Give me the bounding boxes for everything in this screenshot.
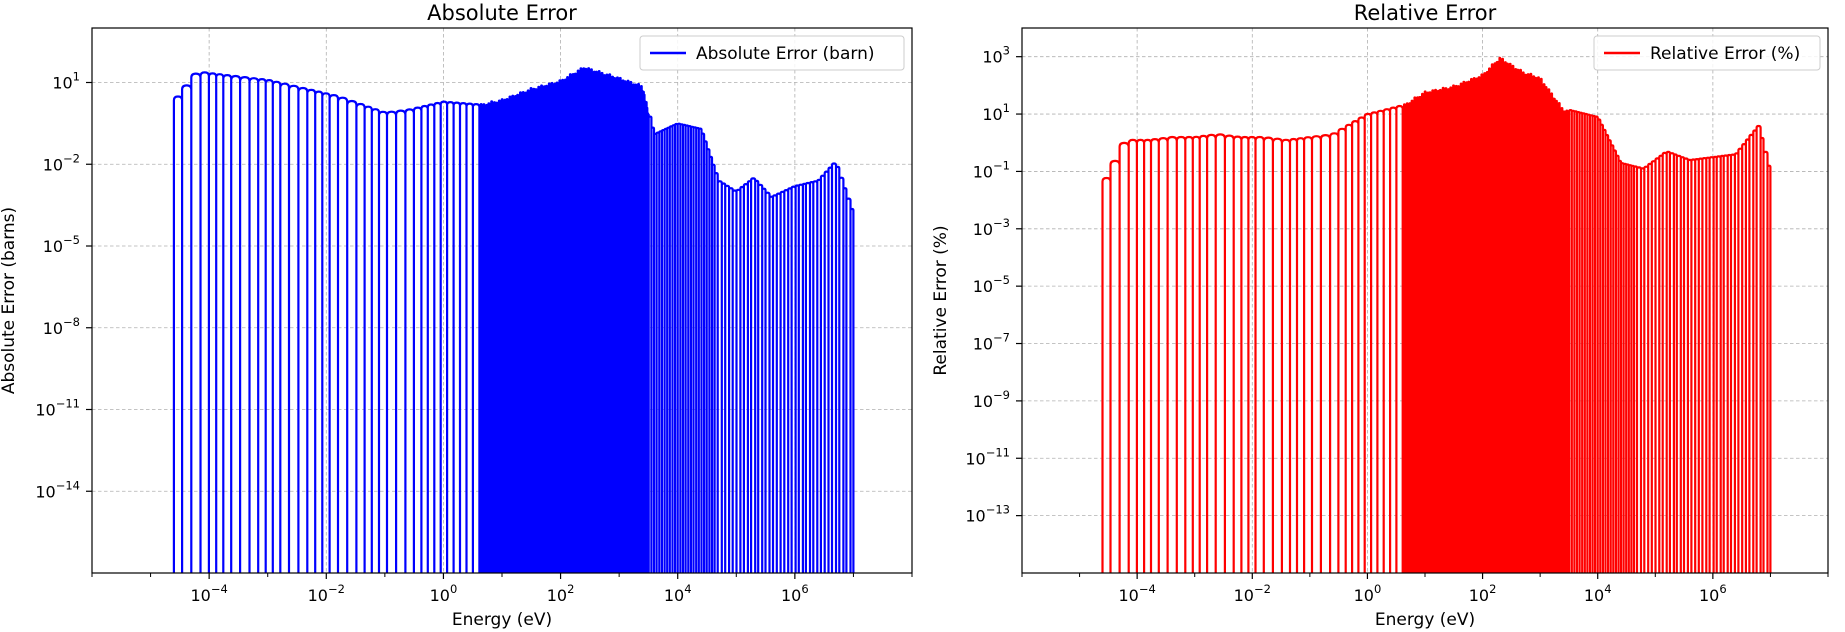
rel-ytick-label-3: 10−3: [973, 216, 1010, 239]
abs-xtick-label-5: 106: [781, 582, 809, 605]
abs-ytick-label-2: 10−5: [43, 233, 80, 256]
rel-legend: Relative Error (%): [1593, 35, 1821, 71]
rel-chart-title: Relative Error: [1354, 1, 1497, 25]
rel-ytick-label-5: 10−7: [973, 331, 1010, 354]
abs-ytick-label-5: 10−14: [35, 478, 80, 501]
abs-ytick-label-3: 10−8: [43, 315, 80, 338]
abs-xtick-label-3: 102: [547, 582, 575, 605]
abs-series-line: [172, 67, 855, 573]
relative-error-panel: 10−4 10−2 100 102 104 106 103 101 10−1 10−3 10−5 10…: [931, 1, 1829, 630]
abs-legend: Absolute Error (barn): [639, 35, 905, 71]
abs-series-0: [172, 67, 855, 573]
absolute-error-panel: 10−4 10−2 100 102 104 106 101 10−2 10−5 10−8 10−11…: [0, 1, 913, 630]
rel-ytick-label-1: 101: [982, 101, 1010, 124]
rel-ytick-label-8: 10−13: [965, 503, 1010, 526]
rel-xtick-label-5: 106: [1699, 582, 1727, 605]
abs-legend-label: Absolute Error (barn): [696, 44, 874, 64]
rel-ytick-label-4: 10−5: [973, 273, 1010, 296]
rel-series-0: [1101, 56, 1772, 573]
abs-legend-box: [639, 35, 905, 71]
rel-xtick-label-2: 100: [1354, 582, 1382, 605]
rel-xtick-label-3: 102: [1469, 582, 1497, 605]
abs-x-axis-label: Energy (eV): [452, 610, 552, 630]
abs-xtick-label-0: 10−4: [190, 582, 227, 605]
abs-ytick-label-0: 101: [52, 70, 80, 93]
rel-legend-label: Relative Error (%): [1650, 44, 1800, 64]
rel-xtick-label-1: 10−2: [1234, 582, 1271, 605]
rel-ytick-label-2: 10−1: [973, 158, 1010, 181]
abs-ytick-label-1: 10−2: [43, 151, 80, 174]
rel-ytick-label-6: 10−9: [973, 388, 1010, 411]
abs-y-axis-label: Absolute Error (barns): [0, 207, 19, 394]
rel-y-axis-label: Relative Error (%): [931, 225, 951, 375]
rel-xtick-label-4: 104: [1584, 582, 1612, 605]
abs-xtick-label-2: 100: [430, 582, 458, 605]
abs-chart-title: Absolute Error: [427, 1, 577, 25]
abs-xtick-label-1: 10−2: [308, 582, 345, 605]
rel-legend-box: [1593, 35, 1821, 71]
abs-xtick-label-4: 104: [664, 582, 692, 605]
abs-ytick-label-4: 10−11: [35, 397, 80, 420]
rel-ytick-label-0: 103: [982, 44, 1010, 67]
rel-x-axis-label: Energy (eV): [1375, 610, 1475, 630]
rel-series-line: [1101, 56, 1772, 573]
rel-xtick-label-0: 10−4: [1118, 582, 1155, 605]
rel-ytick-label-7: 10−11: [965, 445, 1010, 468]
